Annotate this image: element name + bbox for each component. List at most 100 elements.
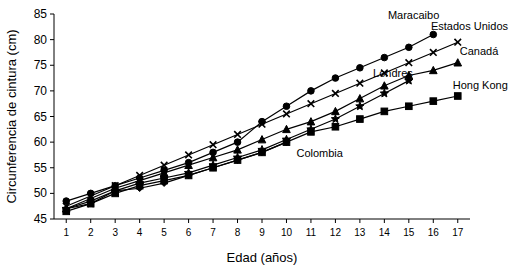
x-tick [213,219,214,223]
x-tick-label: 2 [88,227,94,238]
x-tick-label: 14 [379,227,391,238]
marker-square [430,98,437,105]
x-tick-label: 3 [112,227,118,238]
series-line [66,35,433,202]
marker-square [357,116,364,123]
marker-x [161,162,168,169]
series-line [66,142,286,209]
x-tick-label: 9 [259,227,265,238]
y-tick-label: 65 [34,110,48,124]
x-tick-label: 15 [403,227,415,238]
marker-circle [308,88,315,95]
y-tick [50,39,54,40]
marker-star [331,115,339,123]
marker-square [259,149,266,156]
series-label: Estados Unidos [431,20,509,32]
marker-x [430,49,437,56]
marker-x [185,152,192,159]
x-tick-label: 8 [235,227,241,238]
x-tick [66,219,67,223]
x-tick-label: 12 [330,227,342,238]
series-line [66,63,458,209]
x-tick [139,219,140,223]
marker-diamond [161,180,168,187]
marker-star [380,89,388,97]
marker-diamond [185,172,192,179]
y-tick-label: 70 [34,84,48,98]
marker-square [381,108,388,115]
marker-triangle [454,59,462,66]
x-tick-label: 17 [452,227,464,238]
marker-square [234,157,241,164]
marker-x [406,59,413,66]
marker-x [308,100,315,107]
marker-diamond [136,185,143,192]
series-line [66,42,458,206]
marker-square [308,129,315,136]
x-tick-label: 13 [354,227,366,238]
marker-diamond [63,205,70,212]
x-tick [90,219,91,223]
marker-circle [381,54,388,61]
x-tick-label: 4 [137,227,143,238]
chart: 4550556065707580851234567891011121314151… [0,0,510,270]
x-tick-label: 10 [281,227,293,238]
marker-diamond [234,157,241,164]
x-tick [433,219,434,223]
marker-circle [234,139,241,146]
marker-circle [283,103,290,110]
series-label: Hong Kong [453,79,508,91]
marker-square [210,164,217,171]
marker-square [283,139,290,146]
y-tick [50,90,54,91]
x-tick [115,219,116,223]
y-axis-label: Circunferencia de cintura (cm) [4,29,19,203]
marker-diamond [87,198,94,205]
marker-circle [332,75,339,82]
marker-diamond [259,149,266,156]
series-label: Colombia [296,147,343,159]
marker-square [332,123,339,130]
marker-circle [357,65,364,72]
x-tick-label: 11 [306,227,317,238]
series-label: Canadá [460,45,499,57]
y-tick-label: 85 [34,7,48,21]
y-tick-label: 45 [34,212,48,226]
y-tick-label: 60 [34,135,48,149]
series-line [66,96,458,211]
x-axis-label: Edad (años) [227,250,298,265]
x-tick [384,219,385,223]
marker-x [210,141,217,148]
x-tick-label: 1 [63,227,69,238]
x-tick [457,219,458,223]
y-tick-label: 50 [34,186,48,200]
marker-star [356,102,364,110]
x-tick-label: 7 [210,227,216,238]
marker-diamond [283,139,290,146]
series-line [66,81,409,209]
x-tick-label: 6 [186,227,192,238]
x-tick [408,219,409,223]
y-tick [50,219,54,220]
y-tick-label: 55 [34,161,48,175]
series-label: Maracaibo [388,9,439,21]
y-tick [50,14,54,15]
x-tick [188,219,189,223]
marker-triangle [429,66,437,73]
marker-diamond [112,188,119,195]
marker-x [234,131,241,138]
x-tick [237,219,238,223]
marker-triangle [283,125,291,132]
marker-triangle [258,136,266,143]
marker-diamond [210,164,217,171]
y-tick [50,65,54,66]
plot-area [62,31,461,214]
series-label: Londres [373,67,413,79]
x-tick [335,219,336,223]
x-tick [262,219,263,223]
marker-circle [406,44,413,51]
x-tick-label: 16 [428,227,440,238]
y-tick [50,116,54,117]
x-tick [286,219,287,223]
marker-x [283,111,290,118]
